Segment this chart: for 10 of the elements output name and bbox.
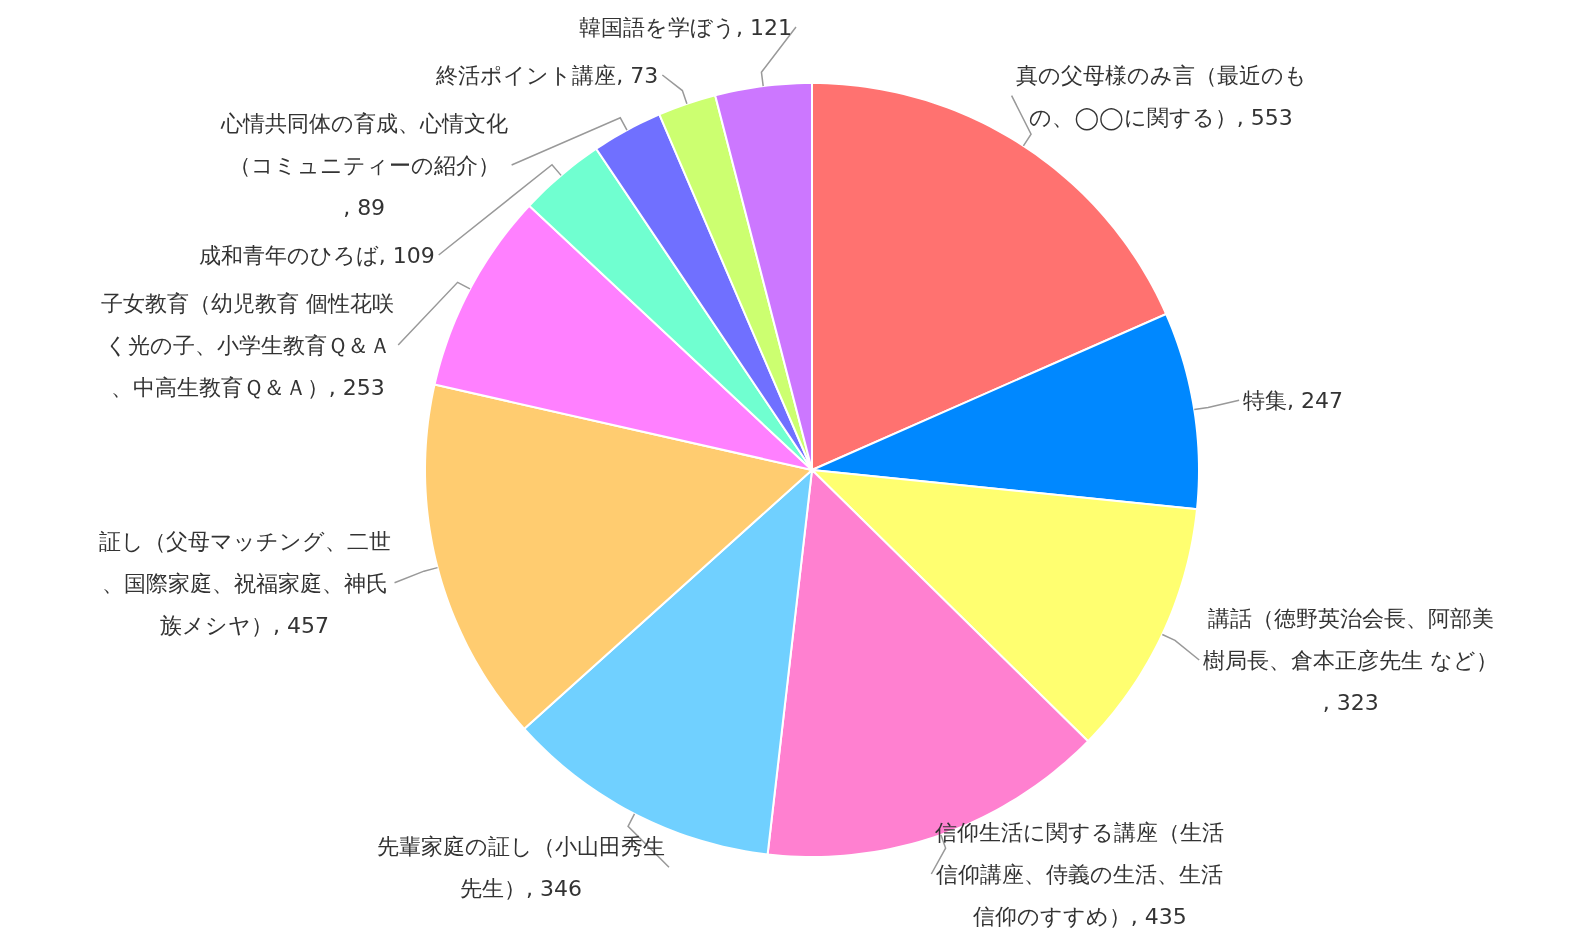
slice-label: 特集, 247 xyxy=(1243,388,1344,414)
slice-label: 真の父母様のみ言（最近のもの、◯◯に関する）, 553 xyxy=(1015,62,1307,131)
slice-label: 韓国語を学ぼう, 121 xyxy=(579,14,792,40)
slice-label: 子女教育（幼児教育 個性花咲く光の子、小学生教育Ｑ＆Ａ、中高生教育Ｑ＆Ａ）, 253 xyxy=(101,290,395,400)
slice-label: 講話（徳野英治会長、阿部美樹局長、倉本正彦先生 など）, 323 xyxy=(1203,605,1499,715)
slice-label: 証し（父母マッチング、二世、国際家庭、祝福家庭、神氏族メシヤ）, 457 xyxy=(98,528,391,638)
slice-label: 心情共同体の育成、心情文化（コミュニティーの紹介）, 89 xyxy=(219,110,508,220)
slice-label: 終活ポイント講座, 73 xyxy=(435,62,659,88)
slice-label: 先輩家庭の証し（小山田秀生先生）, 346 xyxy=(377,834,666,902)
slice-label: 成和青年のひろば, 109 xyxy=(198,242,435,268)
